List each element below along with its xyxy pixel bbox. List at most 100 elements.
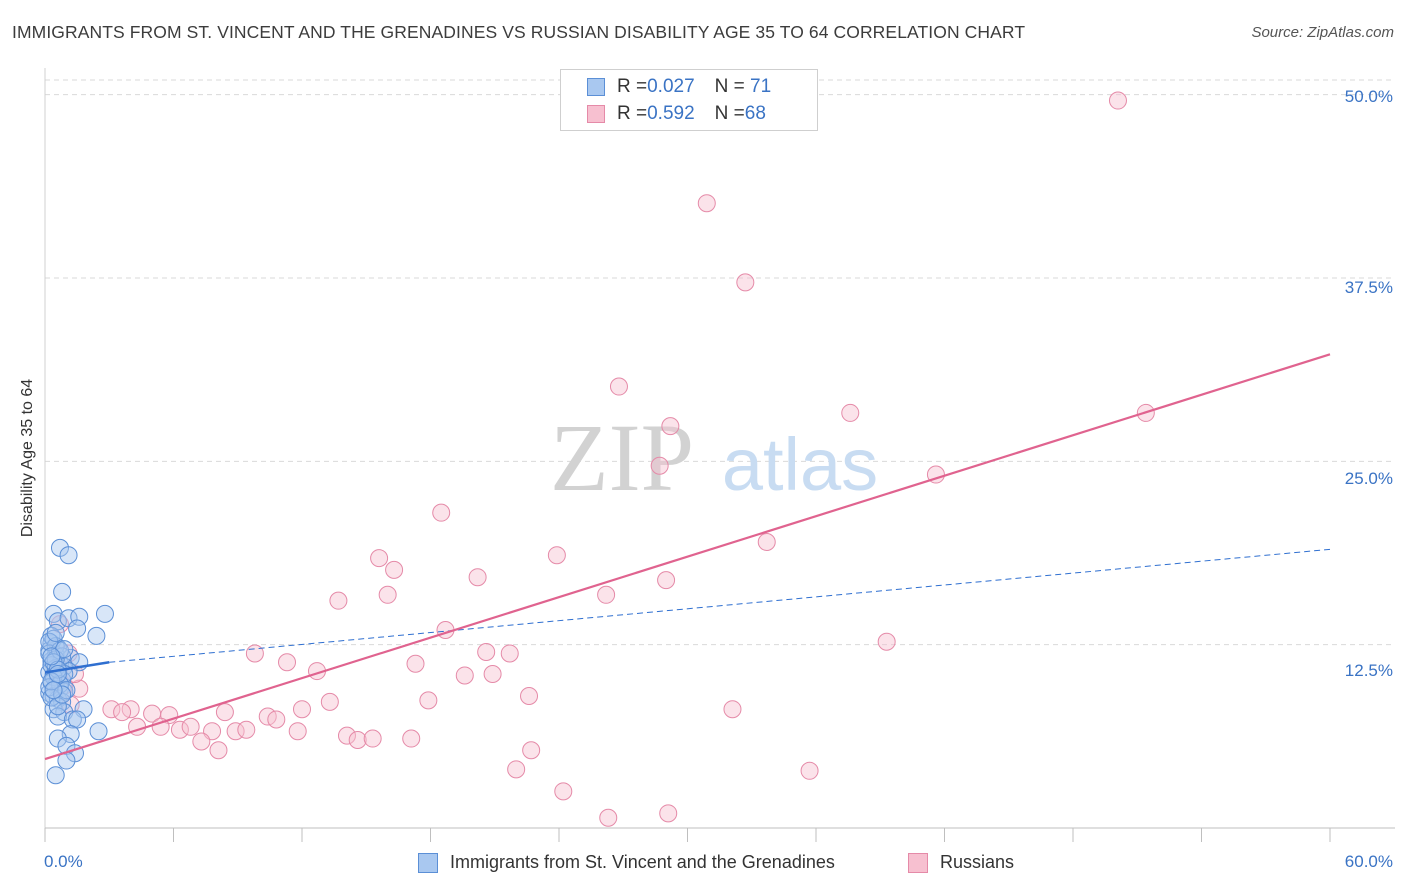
russians-point (520, 687, 539, 705)
legend-label-immigrants: Immigrants from St. Vincent and the Gren… (450, 852, 835, 872)
russians-trend-line (44, 353, 1331, 761)
watermark-zip: ZIP (550, 404, 694, 511)
russians-point (406, 654, 425, 673)
russians-point (522, 741, 541, 760)
immigrants-point (40, 632, 59, 651)
immigrants-point (46, 623, 65, 642)
r-value: 0.592 (647, 103, 695, 124)
y-tick-label: 50.0% (1344, 87, 1393, 106)
legend-row-pink: R = 0.592 N = 68 (587, 102, 766, 126)
n-label: N = (714, 103, 745, 124)
russians-point (432, 503, 451, 522)
russians-point (363, 729, 382, 748)
pink-swatch-icon (587, 105, 605, 123)
russians-point (370, 549, 389, 568)
russians-point (378, 585, 397, 604)
legend-row-blue: R = 0.027 N = 71 (587, 75, 771, 99)
russians-point (419, 691, 438, 710)
n-value: 71 (744, 76, 772, 97)
watermark-atlas: atlas (722, 423, 878, 506)
grid-layer (45, 79, 1395, 646)
legend-item-russians: Russians (908, 852, 1014, 873)
chart-title: IMMIGRANTS FROM ST. VINCENT AND THE GREN… (12, 22, 1026, 42)
russians-point (800, 761, 819, 780)
russians-point (500, 644, 519, 663)
russians-point (267, 710, 286, 729)
russians-point (402, 729, 421, 748)
russians-point (113, 703, 132, 722)
russians-point (483, 665, 502, 683)
immigrants-point (46, 766, 65, 785)
russians-point (192, 732, 211, 751)
russians-point (170, 720, 189, 739)
immigrants-point (59, 546, 78, 565)
immigrants-point (87, 626, 106, 645)
immigrants-point (44, 681, 63, 700)
n-label: N = (714, 76, 745, 97)
russians-point (245, 644, 264, 663)
russians-point (209, 741, 228, 760)
russians-point (237, 720, 256, 739)
russians-point (609, 377, 628, 396)
r-label: R = (617, 76, 648, 97)
russians-point (650, 456, 669, 475)
source-label: Source: ZipAtlas.com (1251, 24, 1394, 41)
immigrants-point (48, 707, 67, 726)
y-tick-label: 12.5% (1344, 661, 1393, 680)
immigrants-point (53, 582, 72, 601)
series-legend: Immigrants from St. Vincent and the Gren… (0, 852, 1406, 876)
trend-layer (44, 353, 1331, 761)
russians-point (215, 703, 234, 722)
legend-label-russians: Russians (940, 852, 1015, 872)
axis-layer (44, 68, 1395, 842)
legend-item-immigrants: Immigrants from St. Vincent and the Gren… (418, 852, 835, 873)
russians-point (151, 717, 170, 736)
blue-swatch-icon (587, 78, 605, 96)
immigrants-trend-solid (44, 661, 110, 674)
russians-point (736, 273, 755, 292)
watermark: ZIP atlas (550, 404, 878, 511)
russians-point (288, 722, 307, 741)
russians-point (455, 666, 474, 685)
y-tick-label: 37.5% (1344, 278, 1393, 297)
russians-point (554, 782, 573, 801)
n-value: 68 (744, 103, 766, 124)
russians-point (661, 417, 680, 436)
russians-point (547, 546, 566, 565)
russians-point (468, 568, 487, 587)
russians-point (329, 591, 348, 610)
russians-point (659, 804, 678, 823)
russians-point (597, 585, 616, 604)
immigrants-point (89, 722, 108, 741)
russians-point (102, 700, 121, 719)
russians-point (348, 731, 367, 749)
immigrants-trend-dashed (109, 548, 1331, 663)
immigrants-point (68, 619, 87, 638)
russians-point (657, 571, 676, 590)
y-tick-label: 25.0% (1344, 469, 1393, 488)
russians-point (877, 632, 896, 651)
immigrants-point (70, 607, 89, 626)
r-value: 0.027 (647, 76, 695, 97)
x-axis-min-label: 0.0% (44, 852, 83, 871)
blue-swatch-icon (418, 852, 438, 873)
russians-point (293, 700, 311, 719)
pink-swatch-icon (908, 852, 928, 873)
russians-point (337, 726, 356, 745)
russians-point (70, 679, 89, 698)
immigrants-point (53, 685, 72, 704)
immigrants-point (42, 647, 61, 666)
russians-point (757, 533, 776, 551)
immigrants-point (42, 688, 61, 707)
r-label: R = (617, 103, 648, 124)
russians-point (278, 653, 297, 672)
russians-point (181, 717, 200, 736)
immigrants-point (95, 604, 114, 623)
russians-point (841, 403, 860, 422)
x-axis-max-label: 60.0% (1344, 852, 1393, 871)
immigrants-point (42, 672, 61, 691)
russians-point (507, 760, 526, 779)
points-layer (40, 91, 1155, 827)
russians-point (320, 692, 339, 711)
